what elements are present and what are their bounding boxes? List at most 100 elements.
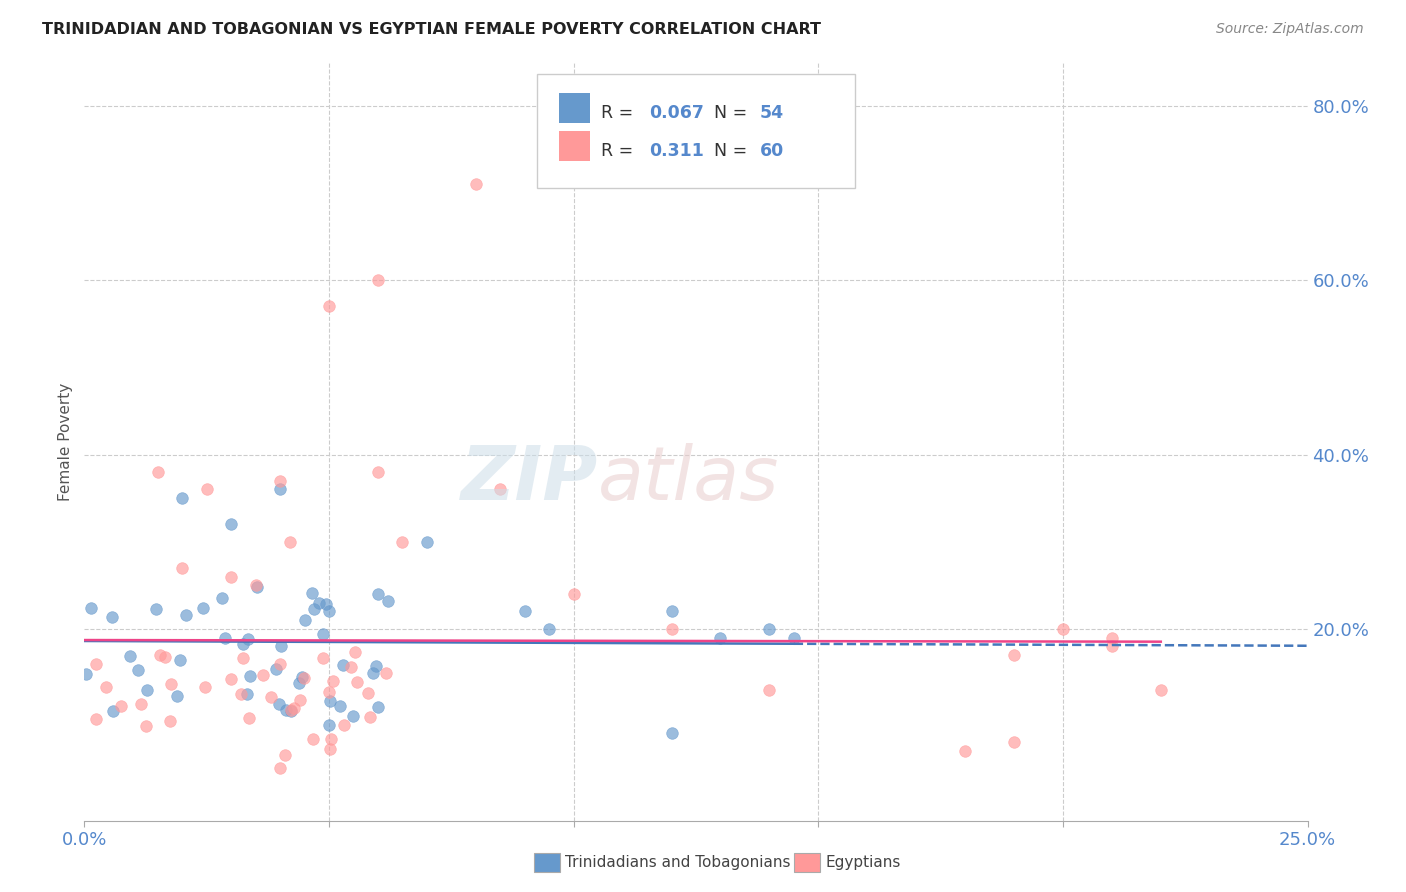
Point (219, 517, 242, 532)
Point (318, 685, 340, 699)
Point (333, 718, 356, 732)
Text: R =: R = (600, 142, 638, 161)
Point (562, 587, 585, 601)
Point (758, 682, 780, 697)
Point (294, 613, 316, 627)
Point (363, 665, 385, 680)
Point (252, 668, 274, 682)
Point (245, 578, 267, 592)
Point (191, 601, 214, 615)
Point (290, 692, 312, 706)
Point (367, 273, 389, 287)
Point (287, 676, 309, 690)
Point (359, 709, 381, 723)
Text: TRINIDADIAN AND TOBAGONIAN VS EGYPTIAN FEMALE POVERTY CORRELATION CHART: TRINIDADIAN AND TOBAGONIAN VS EGYPTIAN F… (42, 22, 821, 37)
Point (80, 600, 103, 615)
Point (464, 178, 486, 192)
Point (269, 657, 291, 671)
Point (319, 732, 342, 747)
Point (953, 744, 976, 758)
Point (236, 688, 259, 702)
Point (661, 605, 683, 619)
Point (232, 651, 254, 665)
Point (136, 683, 159, 698)
Point (211, 591, 233, 605)
Point (308, 596, 330, 610)
Point (145, 602, 167, 616)
Point (340, 660, 363, 674)
Point (172, 561, 194, 575)
FancyBboxPatch shape (560, 131, 589, 161)
Point (357, 686, 380, 700)
Point (283, 701, 305, 715)
Text: ZIP: ZIP (461, 443, 598, 516)
Point (280, 704, 302, 718)
Point (391, 534, 413, 549)
Point (318, 718, 340, 732)
Point (291, 670, 314, 684)
Point (375, 665, 398, 680)
Point (270, 639, 292, 653)
Point (195, 483, 218, 497)
Point (118, 649, 141, 664)
Point (155, 649, 177, 664)
Text: N =: N = (714, 104, 754, 122)
Point (332, 657, 354, 672)
FancyBboxPatch shape (537, 74, 855, 187)
Point (84, 712, 107, 726)
Text: 0.311: 0.311 (650, 142, 704, 161)
Point (269, 483, 291, 497)
Point (1101, 640, 1123, 654)
Text: Trinidadians and Tobagonians: Trinidadians and Tobagonians (565, 855, 790, 870)
Point (1101, 631, 1123, 645)
Point (346, 675, 368, 690)
FancyBboxPatch shape (560, 94, 589, 123)
Point (219, 672, 242, 686)
Point (264, 662, 287, 676)
Text: N =: N = (714, 142, 754, 161)
Point (311, 627, 333, 641)
Text: Source: ZipAtlas.com: Source: ZipAtlas.com (1216, 22, 1364, 37)
Point (94, 680, 117, 694)
Point (1002, 648, 1025, 662)
Point (127, 663, 149, 677)
Text: 0.067: 0.067 (650, 104, 704, 122)
Point (229, 687, 252, 701)
Point (232, 638, 254, 652)
Point (1150, 682, 1173, 697)
Point (236, 632, 259, 646)
Point (75, 666, 97, 681)
Point (135, 719, 157, 733)
Point (219, 569, 242, 583)
Point (1052, 622, 1074, 636)
Point (319, 741, 342, 756)
Point (269, 474, 291, 488)
Point (194, 680, 217, 694)
Point (758, 622, 780, 636)
Point (292, 671, 315, 685)
Point (661, 622, 683, 636)
Text: Egyptians: Egyptians (825, 855, 901, 870)
Point (377, 593, 399, 607)
Point (318, 694, 340, 708)
Point (367, 465, 389, 479)
Point (315, 597, 337, 611)
Point (301, 585, 323, 599)
Point (343, 645, 366, 659)
Point (367, 587, 389, 601)
Point (129, 697, 152, 711)
Point (214, 631, 236, 645)
Point (278, 534, 301, 549)
Point (274, 747, 297, 762)
Point (280, 703, 302, 717)
Point (538, 622, 561, 636)
Point (329, 698, 352, 713)
Point (101, 704, 124, 718)
Point (169, 653, 191, 667)
Point (246, 580, 269, 594)
Point (174, 607, 197, 622)
Point (416, 534, 439, 549)
Point (166, 690, 188, 704)
Point (146, 465, 169, 479)
Point (302, 731, 325, 746)
